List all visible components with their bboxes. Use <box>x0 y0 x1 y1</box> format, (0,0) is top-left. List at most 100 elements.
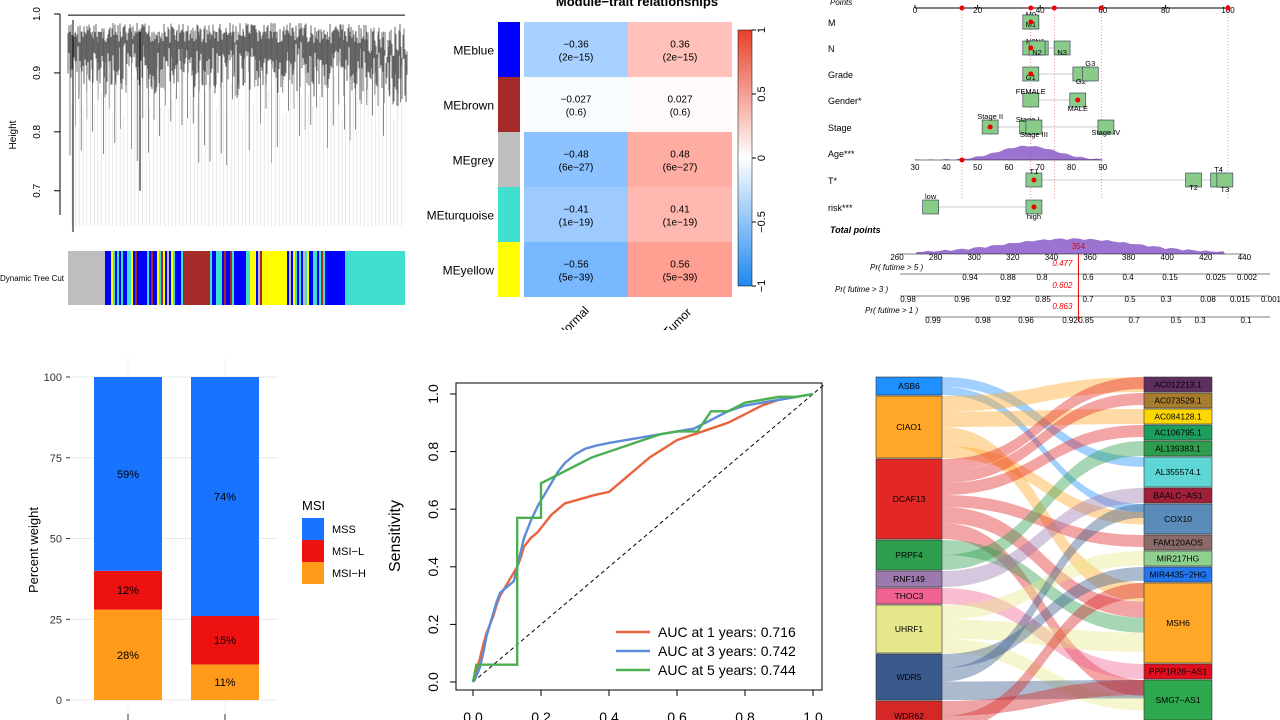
sankey-right-nodes: AC012213.1 AC073529.1 AC084128.1 AC106795.1… <box>1143 376 1213 720</box>
dendrogram-panel: 0.7 0.8 0.9 1.0 Height Dynamic Tree Cut <box>0 0 420 330</box>
sankey-left-label: THOC3 <box>895 591 924 601</box>
heatmap-cell <box>628 132 732 187</box>
category-label: T3 <box>1220 185 1229 194</box>
sankey-flow <box>942 588 1144 679</box>
total-tick-label: 280 <box>929 253 943 262</box>
module-color-stripe <box>125 251 127 305</box>
nomogram-row-label: T* <box>828 176 837 186</box>
y-tick-label: 0 <box>56 695 62 707</box>
module-color-stripe <box>121 251 123 305</box>
module-color-stripe <box>169 251 171 305</box>
category-label: M0 <box>1026 10 1036 19</box>
module-color-stripe <box>159 251 161 305</box>
cell-pvalue: (2e−15) <box>663 53 698 64</box>
dendrogram-chart: 0.7 0.8 0.9 1.0 Height Dynamic Tree Cut <box>0 7 408 305</box>
module-color-stripe <box>315 251 317 305</box>
module-trait-heatmap: Module−trait relationships MEblue −0.36 (2… <box>427 0 768 330</box>
module-color-stripe <box>147 251 149 305</box>
category-box <box>922 199 939 215</box>
sankey-right-node <box>1143 550 1213 567</box>
module-color-stripe <box>291 251 293 305</box>
probability-value: 0.602 <box>1052 281 1073 290</box>
legend-tick-label: 0.5 <box>756 86 768 101</box>
total-points-label: Total points <box>830 225 881 235</box>
cell-value: 0.56 <box>670 260 690 271</box>
msi-bar-label: 15% <box>214 635 236 647</box>
module-color-stripe <box>179 251 181 305</box>
module-color-MEgrey <box>498 132 520 187</box>
y-tick-label: 1.0 <box>32 7 43 21</box>
category-box <box>1097 119 1115 135</box>
row-label: MEbrown <box>443 99 494 113</box>
module-color-stripe <box>230 251 232 305</box>
total-tick-label: 360 <box>1083 253 1097 262</box>
module-color-stripe <box>246 251 248 305</box>
sankey-flow <box>942 504 1144 682</box>
category-label: N3 <box>1057 48 1067 57</box>
sankey-left-label: WDR62 <box>894 711 924 720</box>
cell-pvalue: (6e−27) <box>559 163 594 174</box>
sankey-right-node <box>1143 663 1213 680</box>
sankey-left-label: UHRF1 <box>895 624 924 634</box>
sankey-flow <box>942 567 1144 668</box>
category-box <box>1053 40 1071 56</box>
category-label: Stage III <box>1020 130 1048 139</box>
sankey-flow <box>942 488 1144 587</box>
module-color-stripe <box>234 251 236 305</box>
y-tick-label: 0.6 <box>425 499 441 519</box>
category-label: M1 <box>1026 20 1036 29</box>
nomogram-chart: Points020406080100MM0M1NN0N1N2N3GradeG1G… <box>828 0 1280 325</box>
sankey-right-label: BAALC−AS1 <box>1154 491 1203 501</box>
sankey-right-node <box>1143 566 1213 583</box>
y-tick-label: 0.2 <box>425 614 441 634</box>
category-label: G1 <box>1026 73 1036 82</box>
module-color-stripe <box>305 251 307 305</box>
category-box <box>1216 172 1234 188</box>
x-tick-label: 0.2 <box>531 709 551 720</box>
x-tick-label: 0.6 <box>667 709 687 720</box>
module-color-stripe <box>317 251 319 305</box>
points-tick-label: 0 <box>913 6 918 15</box>
module-color-stripe <box>139 251 141 305</box>
probability-tick-label: 0.85 <box>1035 295 1051 304</box>
legend-label: AUC at 3 years: 0.742 <box>658 643 796 659</box>
roc-legend: AUC at 1 years: 0.716 AUC at 3 years: 0.7… <box>616 624 796 678</box>
sankey-right-label: SMG7−AS1 <box>1155 695 1200 705</box>
module-color-stripe <box>319 251 321 305</box>
sankey-left-node <box>875 604 943 654</box>
category-label: G3 <box>1085 59 1095 68</box>
module-color-block <box>325 251 345 305</box>
legend-label: MSI−L <box>332 546 364 558</box>
y-tick-label: 0.8 <box>425 442 441 462</box>
sankey-right-label: MIR217HG <box>1157 554 1200 564</box>
dynamic-tree-cut-bar <box>68 251 405 305</box>
total-tick-label: 320 <box>1006 253 1020 262</box>
heatmap-cell <box>628 187 732 242</box>
module-color-stripe <box>238 251 240 305</box>
msi-y-label: Percent weight <box>26 507 41 593</box>
dynamic-tree-cut-label: Dynamic Tree Cut <box>0 274 65 283</box>
nomogram-row-label: N <box>828 44 835 54</box>
probability-tick-label: 0.96 <box>954 295 970 304</box>
sankey-right-node <box>1143 408 1213 425</box>
msi-bar-segment <box>191 377 259 617</box>
module-color-stripe <box>258 251 260 305</box>
x-tick-label: 1.0 <box>803 709 823 720</box>
module-color-stripe <box>137 251 139 305</box>
msi-bars: 28% 12% 59% 11% 15% 74% <box>94 377 259 720</box>
total-tick-label: 420 <box>1199 253 1213 262</box>
sankey-flow <box>942 409 1144 427</box>
module-color-stripe <box>133 251 135 305</box>
selected-marker <box>1031 204 1037 210</box>
points-axis-label: Points <box>830 0 852 7</box>
cell-pvalue: (0.6) <box>566 108 587 119</box>
module-color-stripe <box>119 251 121 305</box>
module-color-stripe <box>153 251 155 305</box>
probability-tick-label: 0.15 <box>1162 273 1178 282</box>
cell-value: 0.36 <box>670 40 690 51</box>
y-tick-label: 0.9 <box>32 66 43 80</box>
msi-bar-label: 12% <box>117 585 139 597</box>
module-color-stripe <box>297 251 299 305</box>
module-color-stripe <box>163 251 165 305</box>
module-color-stripe <box>287 251 289 305</box>
